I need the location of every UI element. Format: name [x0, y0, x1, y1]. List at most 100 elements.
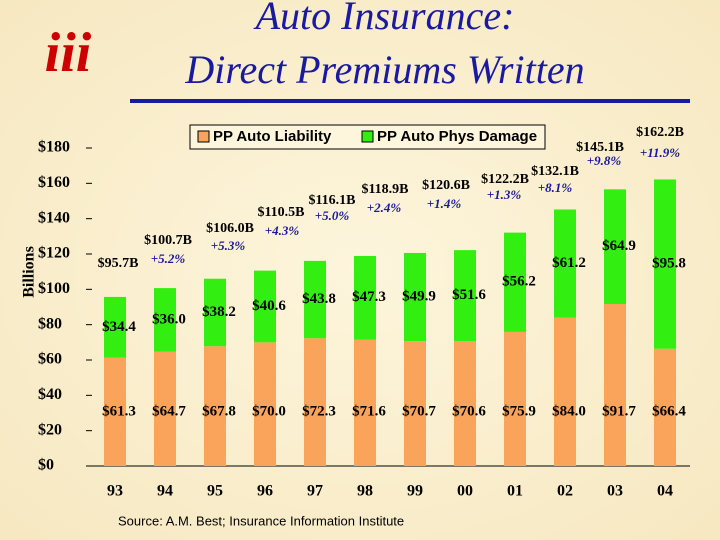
data-label: $38.2 [202, 304, 236, 320]
x-tick-label: 94 [157, 483, 173, 500]
total-label: $100.7B [144, 233, 192, 248]
total-label: $116.1B [308, 193, 355, 208]
data-label: $51.6 [452, 287, 486, 303]
bar-segment [304, 260, 326, 339]
bar-segment [654, 179, 676, 349]
total-label: $106.0B [206, 221, 254, 236]
bar-segment [654, 348, 676, 466]
data-label: $70.0 [252, 403, 286, 419]
bar-segment [204, 346, 226, 466]
y-tick-label: $140 [38, 209, 70, 226]
total-label: $132.1B [531, 164, 579, 179]
y-tick-label: $100 [38, 280, 70, 297]
legend-label: PP Auto Liability [213, 128, 332, 145]
chart-title: Direct Premiums Written [184, 47, 584, 92]
growth-label: +1.4% [427, 196, 462, 211]
total-label: $162.2B [636, 125, 684, 140]
title-rule [130, 99, 690, 103]
y-axis-label: Billions [21, 246, 38, 298]
total-label: $118.9B [361, 182, 408, 197]
x-tick-label: 93 [107, 483, 123, 500]
growth-label: +2.4% [367, 200, 402, 215]
total-label: $95.7B [98, 256, 139, 271]
legend-label: PP Auto Phys Damage [377, 128, 537, 145]
bar-segment [354, 255, 376, 340]
growth-label: +8.1% [538, 180, 573, 195]
x-tick-label: 04 [657, 483, 673, 500]
x-tick-label: 99 [407, 483, 423, 500]
bar-segment [104, 357, 126, 466]
bar-segment [254, 270, 276, 343]
total-label: $120.6B [422, 178, 470, 193]
bar-segment [154, 351, 176, 466]
growth-label: +5.2% [151, 251, 186, 266]
bar-segment [604, 303, 626, 466]
bar-segment [504, 331, 526, 466]
growth-label: +5.3% [211, 238, 246, 253]
total-label: $110.5B [257, 205, 304, 220]
data-label: $61.2 [552, 255, 586, 271]
chart-title: Auto Insurance: [253, 0, 515, 38]
data-label: $67.8 [202, 403, 236, 419]
data-label: $34.4 [102, 319, 136, 335]
y-tick-label: $180 [38, 139, 70, 156]
bar-segment [454, 341, 476, 466]
bar-segment [604, 189, 626, 304]
legend-swatch [361, 130, 374, 143]
bar-segment [504, 232, 526, 332]
growth-label: +9.8% [587, 153, 622, 168]
growth-label: +4.3% [265, 223, 300, 238]
data-label: $72.3 [302, 403, 336, 419]
bar-segment [554, 209, 576, 318]
source: Source: A.M. Best; Insurance Information… [118, 513, 404, 528]
x-tick-label: 02 [557, 483, 573, 500]
data-label: $91.7 [602, 403, 636, 419]
bar-segment [454, 250, 476, 342]
data-label: $84.0 [552, 403, 586, 419]
total-label: $122.2B [481, 172, 529, 187]
bar-segment [154, 288, 176, 352]
bar-segment [354, 339, 376, 466]
data-label: $64.9 [602, 238, 636, 254]
x-tick-label: 01 [507, 483, 523, 500]
bar-segment [404, 341, 426, 466]
bar-segment [204, 278, 226, 347]
y-tick-label: $0 [38, 457, 54, 474]
data-label: $47.3 [352, 289, 386, 305]
x-tick-label: 00 [457, 483, 473, 500]
growth-label: +11.9% [640, 145, 680, 160]
data-label: $75.9 [502, 403, 536, 419]
bar-segment [254, 342, 276, 466]
data-label: $71.6 [352, 403, 386, 419]
data-label: $40.6 [252, 298, 286, 314]
y-tick-label: $40 [38, 386, 62, 403]
data-label: $61.3 [102, 403, 136, 419]
total-label: $145.1B [576, 140, 624, 155]
bar-segment [554, 317, 576, 466]
data-label: $56.2 [502, 274, 536, 290]
logo: iii [45, 22, 92, 84]
growth-label: +5.0% [315, 208, 350, 223]
data-label: $43.8 [302, 291, 336, 307]
y-tick-label: $120 [38, 245, 70, 262]
x-tick-label: 98 [357, 483, 373, 500]
bar-segment [104, 296, 126, 358]
data-label: $95.8 [652, 256, 686, 272]
y-tick-label: $20 [38, 421, 62, 438]
y-tick-label: $80 [38, 315, 62, 332]
data-label: $70.6 [452, 403, 486, 419]
y-tick-label: $60 [38, 351, 62, 368]
legend-swatch [197, 130, 210, 143]
x-tick-label: 97 [307, 483, 323, 500]
y-tick-label: $160 [38, 174, 70, 191]
data-label: $49.9 [402, 288, 436, 304]
x-tick-label: 96 [257, 483, 273, 500]
data-label: $66.4 [652, 403, 686, 419]
growth-label: +1.3% [487, 187, 522, 202]
x-tick-label: 95 [207, 483, 223, 500]
x-tick-label: 03 [607, 483, 623, 500]
bar-segment [304, 338, 326, 466]
data-label: $70.7 [402, 403, 436, 419]
data-label: $36.0 [152, 311, 186, 327]
